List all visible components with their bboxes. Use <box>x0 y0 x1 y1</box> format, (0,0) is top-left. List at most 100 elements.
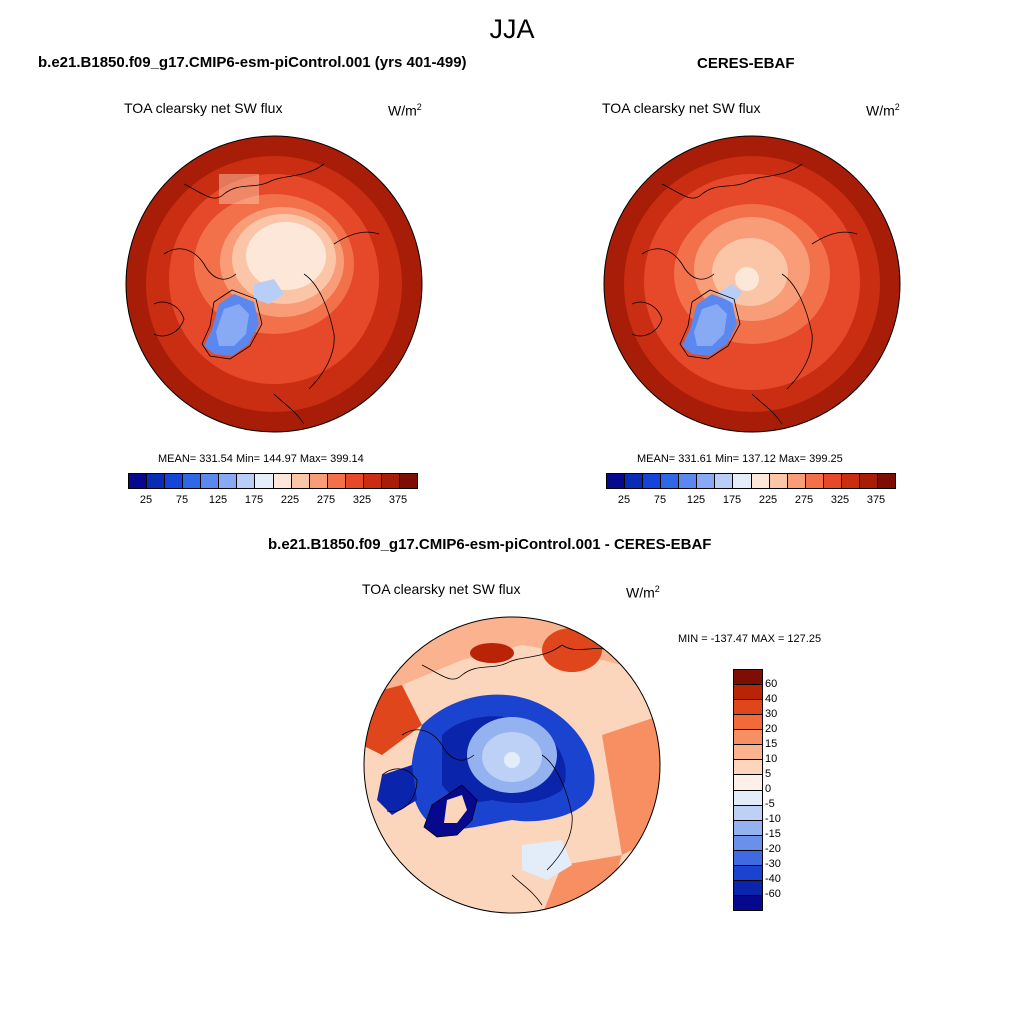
diff-polar-map <box>363 616 661 914</box>
diff-colorbar-swatch <box>734 730 762 746</box>
diff-colorbar-swatch <box>734 670 762 686</box>
diff-unit-label: W/m2 <box>626 584 660 601</box>
right-colorbar-swatch <box>697 474 716 488</box>
diff-colorbar-swatch <box>734 835 762 851</box>
right-colorbar-tick: 225 <box>758 494 778 506</box>
right-colorbar-swatch <box>715 474 734 488</box>
right-colorbar-swatch <box>805 474 824 488</box>
left-colorbar-tick: 275 <box>316 494 336 506</box>
left-colorbar-swatch <box>273 474 292 488</box>
diff-map-fill <box>364 617 660 913</box>
diff-colorbar-tick: 0 <box>765 783 772 795</box>
left-variable-label: TOA clearsky net SW flux <box>124 100 283 116</box>
right-unit-exp: 2 <box>894 102 900 112</box>
diff-colorbar-tick: 30 <box>765 708 778 720</box>
left-colorbar <box>128 473 418 489</box>
left-colorbar-tick: 125 <box>208 494 228 506</box>
left-unit-exp: 2 <box>416 102 422 112</box>
left-colorbar-tick: 225 <box>280 494 300 506</box>
right-colorbar-swatch <box>625 474 644 488</box>
left-colorbar-swatch <box>165 474 184 488</box>
left-colorbar-ticks: 25 75 125 175 225 275 325 375 <box>128 494 416 508</box>
diff-colorbar-tick: 10 <box>765 753 778 765</box>
left-colorbar-swatch <box>345 474 364 488</box>
diff-colorbar-swatch <box>734 850 762 866</box>
left-colorbar-swatch <box>363 474 382 488</box>
left-colorbar-swatch <box>327 474 346 488</box>
diff-colorbar-swatch <box>734 790 762 806</box>
right-colorbar-tick: 275 <box>794 494 814 506</box>
diff-colorbar-swatch <box>734 685 762 701</box>
right-colorbar-swatch <box>661 474 680 488</box>
diff-variable-label: TOA clearsky net SW flux <box>362 581 521 597</box>
right-polar-map <box>603 135 901 433</box>
diff-colorbar-swatch <box>734 715 762 731</box>
diff-colorbar-tick: 20 <box>765 723 778 735</box>
diff-stats: MIN = -137.47 MAX = 127.25 <box>678 633 822 645</box>
left-map-fill <box>126 136 422 432</box>
left-colorbar-swatch <box>219 474 238 488</box>
right-colorbar-tick: 25 <box>617 494 631 506</box>
right-colorbar-swatch <box>607 474 626 488</box>
right-unit-label: W/m2 <box>866 102 900 119</box>
left-colorbar-swatch <box>255 474 274 488</box>
diff-coastlines <box>381 644 608 906</box>
diff-colorbar-tick: 5 <box>765 768 772 780</box>
right-colorbar-swatch <box>787 474 806 488</box>
left-polar-map <box>125 135 423 433</box>
right-stats: MEAN= 331.61 Min= 137.12 Max= 399.25 <box>637 453 843 465</box>
diff-colorbar-ticks: 60 40 30 20 15 10 5 0 -5 -10 -15 -20 -30 -40 -60 <box>765 669 805 909</box>
right-coastlines <box>631 163 858 425</box>
right-colorbar <box>606 473 896 489</box>
diff-colorbar-tick: 15 <box>765 738 778 750</box>
right-colorbar-swatch <box>679 474 698 488</box>
right-map-fill <box>604 136 900 432</box>
left-colorbar-tick: 75 <box>175 494 189 506</box>
season-title: JJA <box>489 14 535 44</box>
right-colorbar-ticks: 25 75 125 175 225 275 325 375 <box>606 494 894 508</box>
diff-colorbar-swatch <box>734 775 762 791</box>
right-colorbar-tick: 325 <box>830 494 850 506</box>
diff-colorbar-swatch <box>734 895 762 910</box>
left-colorbar-swatch <box>201 474 220 488</box>
right-colorbar-swatch <box>877 474 895 488</box>
left-colorbar-tick: 325 <box>352 494 372 506</box>
right-colorbar-swatch <box>859 474 878 488</box>
diff-colorbar-tick: 40 <box>765 693 778 705</box>
diff-colorbar <box>733 669 763 911</box>
diff-colorbar-tick: -10 <box>765 813 781 825</box>
right-unit-base: W/m <box>866 102 895 119</box>
left-colorbar-swatch <box>147 474 166 488</box>
diff-unit-exp: 2 <box>654 584 660 594</box>
right-colorbar-tick: 75 <box>653 494 667 506</box>
left-colorbar-tick: 25 <box>139 494 153 506</box>
right-colorbar-swatch <box>823 474 842 488</box>
right-colorbar-tick: 125 <box>686 494 706 506</box>
left-coastlines <box>153 163 380 425</box>
left-colorbar-swatch <box>291 474 310 488</box>
left-colorbar-swatch <box>237 474 256 488</box>
left-colorbar-tick: 375 <box>388 494 408 506</box>
diff-colorbar-tick: -30 <box>765 858 781 870</box>
left-unit-base: W/m <box>388 102 417 119</box>
right-colorbar-swatch <box>733 474 752 488</box>
diff-case-title: b.e21.B1850.f09_g17.CMIP6-esm-piControl.… <box>268 536 712 553</box>
diff-colorbar-swatch <box>734 865 762 881</box>
diff-colorbar-tick: -15 <box>765 828 781 840</box>
left-colorbar-swatch <box>399 474 417 488</box>
left-colorbar-swatch <box>129 474 148 488</box>
left-stats: MEAN= 331.54 Min= 144.97 Max= 399.14 <box>158 453 364 465</box>
right-colorbar-swatch <box>751 474 770 488</box>
diff-unit-base: W/m <box>626 584 655 601</box>
diff-colorbar-swatch <box>734 820 762 836</box>
diff-colorbar-tick: -5 <box>765 798 775 810</box>
diff-colorbar-swatch <box>734 700 762 716</box>
right-colorbar-swatch <box>769 474 788 488</box>
left-case-title: b.e21.B1850.f09_g17.CMIP6-esm-piControl.… <box>38 54 467 71</box>
diff-colorbar-swatch <box>734 880 762 896</box>
diff-colorbar-tick: -40 <box>765 873 781 885</box>
right-case-title: CERES-EBAF <box>697 55 795 72</box>
left-colorbar-swatch <box>381 474 400 488</box>
right-variable-label: TOA clearsky net SW flux <box>602 100 761 116</box>
left-colorbar-tick: 175 <box>244 494 264 506</box>
